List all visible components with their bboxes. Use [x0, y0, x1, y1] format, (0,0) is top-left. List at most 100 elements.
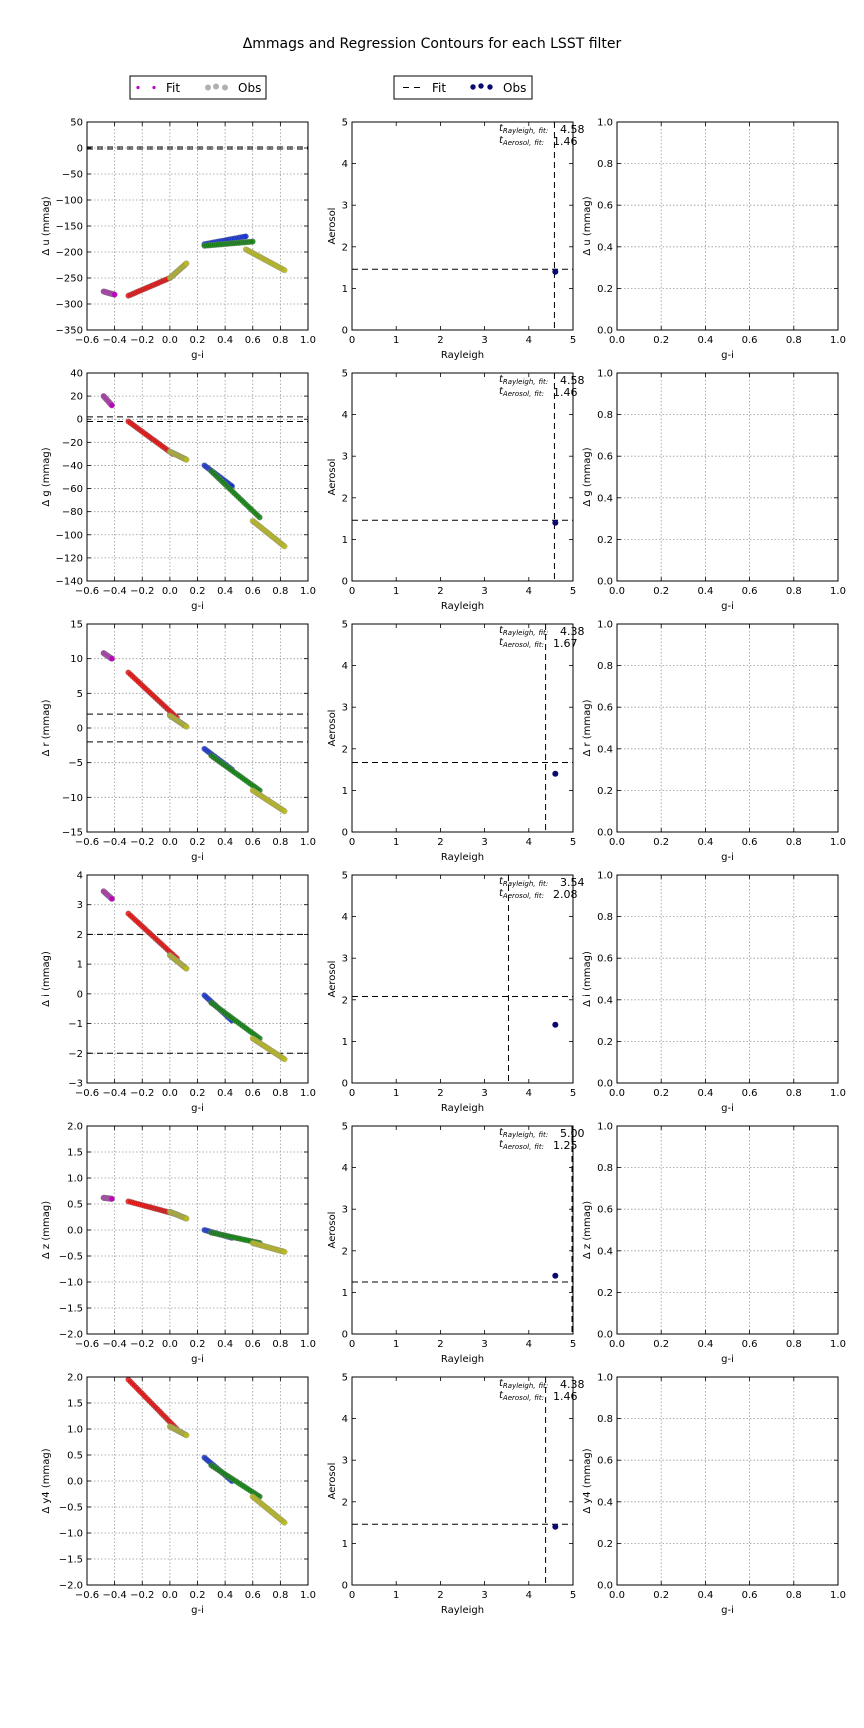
x-tick-label: 0.0: [609, 335, 625, 346]
x-tick-label: 3: [481, 837, 487, 848]
x-tick-label: 0.2: [653, 837, 669, 848]
plot-frame: [351, 372, 574, 582]
x-tick-label: 4: [526, 335, 532, 346]
fit-aerosol-subscript: ,: [529, 641, 531, 649]
fit-rayleigh-value: 3.54: [560, 876, 585, 889]
fit-aerosol-subscript: ,: [529, 1394, 531, 1402]
y-tick-label: 0: [342, 1330, 348, 1341]
y-tick-label: 1.5: [67, 1148, 83, 1159]
data-point: [281, 1519, 288, 1526]
x-tick-label: 0.6: [742, 837, 758, 848]
x-tick-label: 0.8: [786, 586, 802, 597]
y-tick-label: 0.2: [597, 1037, 613, 1048]
x-axis-label: g-i: [191, 852, 204, 863]
fit-rayleigh-label: tRayleigh, fit:: [499, 1378, 548, 1390]
y-tick-label: −100: [56, 530, 83, 541]
x-tick-label: 5: [570, 837, 576, 848]
x-tick-label: 0.8: [786, 1590, 802, 1601]
fit-rayleigh-subscript: fit: [539, 378, 547, 386]
panel-0-0: −0.6 −0.4 −0.2 0.0 0.2 0.4 0.6 0.8 1.0 50 0 −50 −100…: [41, 118, 316, 362]
fit-aerosol-value: 1.46: [553, 135, 578, 148]
x-tick-label: −0.2: [130, 1339, 154, 1350]
x-tick-label: 0.6: [245, 837, 261, 848]
y-tick-label: 1.0: [597, 369, 613, 380]
y-axis-label: Δ g (mmag): [582, 447, 593, 506]
x-tick-label: 0: [349, 1339, 355, 1350]
x-tick-label: 2: [437, 586, 443, 597]
y-tick-label: 0.4: [597, 744, 613, 755]
x-tick-label: 0.4: [697, 1088, 713, 1099]
plot-frame: [616, 623, 839, 833]
data-point: [108, 895, 115, 902]
panel-4-0: −0.6 −0.4 −0.2 0.0 0.2 0.4 0.6 0.8 1.0 2.0 1.5 1.0 0…: [41, 1122, 316, 1366]
fit-rayleigh-subscript: ,: [533, 127, 535, 135]
y-tick-label: 0.8: [597, 1414, 613, 1425]
y-tick-label: 0.4: [597, 1497, 613, 1508]
y-tick-label: 1.0: [597, 118, 613, 129]
x-tick-label: 2: [437, 1339, 443, 1350]
y-tick-label: 0.8: [597, 1163, 613, 1174]
fit-rayleigh-subscript: ,: [533, 880, 535, 888]
panel-5-0: −0.6 −0.4 −0.2 0.0 0.2 0.4 0.6 0.8 1.0 2.0 1.5 1.0 0…: [41, 1373, 316, 1617]
y-tick-label: 0: [342, 577, 348, 588]
x-tick-label: 0.6: [742, 335, 758, 346]
x-tick-label: 0: [349, 837, 355, 848]
fit-rayleigh-subscript: :: [546, 127, 548, 135]
data-point: [183, 260, 190, 267]
x-tick-label: 0.6: [742, 1590, 758, 1601]
y-tick-label: 50: [70, 118, 83, 129]
y-axis-label: Δ u (mmag): [41, 196, 52, 255]
y-axis-label: Aerosol: [327, 1212, 338, 1249]
y-tick-label: 2: [342, 1497, 348, 1508]
y-tick-label: −100: [56, 196, 83, 207]
y-tick-label: 4: [342, 661, 348, 672]
fit-rayleigh-subscript: Rayleigh: [503, 127, 533, 135]
y-tick-label: −2: [68, 1049, 83, 1060]
y-tick-label: 5: [342, 1373, 348, 1384]
y-tick-label: 5: [342, 369, 348, 380]
x-tick-label: 0.8: [786, 837, 802, 848]
y-axis-label: Δ i (mmag): [41, 951, 52, 1007]
x-tick-label: 0: [349, 586, 355, 597]
y-tick-label: −80: [62, 507, 83, 518]
y-tick-label: 0.8: [597, 912, 613, 923]
x-tick-label: 0.2: [653, 1339, 669, 1350]
fit-rayleigh-value: 4.38: [560, 1378, 585, 1391]
x-tick-label: 0.8: [272, 1088, 288, 1099]
y-axis-label: Aerosol: [327, 961, 338, 998]
fit-rayleigh-label: tRayleigh, fit:: [499, 374, 548, 386]
fit-rayleigh-subscript: Rayleigh: [503, 880, 533, 888]
fit-aerosol-subscript: :: [542, 892, 544, 900]
fit-aerosol-value: 1.67: [553, 637, 578, 650]
fit-aerosol-subscript: Aerosol: [502, 1143, 529, 1151]
y-tick-label: −1.5: [59, 1304, 83, 1315]
x-axis-label: g-i: [191, 1354, 204, 1365]
plot-frame: [86, 1125, 309, 1335]
fit-rayleigh-subscript: Rayleigh: [503, 629, 533, 637]
y-axis-label: Δ r (mmag): [582, 699, 593, 756]
obs-point: [552, 1021, 559, 1028]
y-axis-label: Aerosol: [327, 1463, 338, 1500]
y-tick-label: 1.0: [67, 1174, 83, 1185]
x-tick-label: 0.4: [217, 1088, 233, 1099]
fit-aerosol-label: tAerosol, fit:: [499, 1390, 544, 1402]
fit-rayleigh-subscript: Rayleigh: [503, 1382, 533, 1390]
y-tick-label: 0.4: [597, 1246, 613, 1257]
x-tick-label: −0.2: [130, 1088, 154, 1099]
y-axis-label: Aerosol: [327, 710, 338, 747]
x-tick-label: 0.0: [609, 1088, 625, 1099]
x-axis-label: g-i: [191, 601, 204, 612]
fit-aerosol-subscript: ,: [529, 139, 531, 147]
y-axis-label: Δ y4 (mmag): [41, 1448, 52, 1513]
y-tick-label: 0.6: [597, 954, 613, 965]
plot-frame: [86, 1376, 309, 1586]
y-tick-label: 1: [342, 1037, 348, 1048]
x-tick-label: 2: [437, 837, 443, 848]
x-tick-label: −0.4: [102, 1339, 126, 1350]
y-tick-label: 2: [342, 744, 348, 755]
y-tick-label: −350: [56, 326, 83, 337]
y-tick-label: 1: [342, 535, 348, 546]
x-tick-label: 4: [526, 1339, 532, 1350]
y-tick-label: 3: [342, 201, 348, 212]
